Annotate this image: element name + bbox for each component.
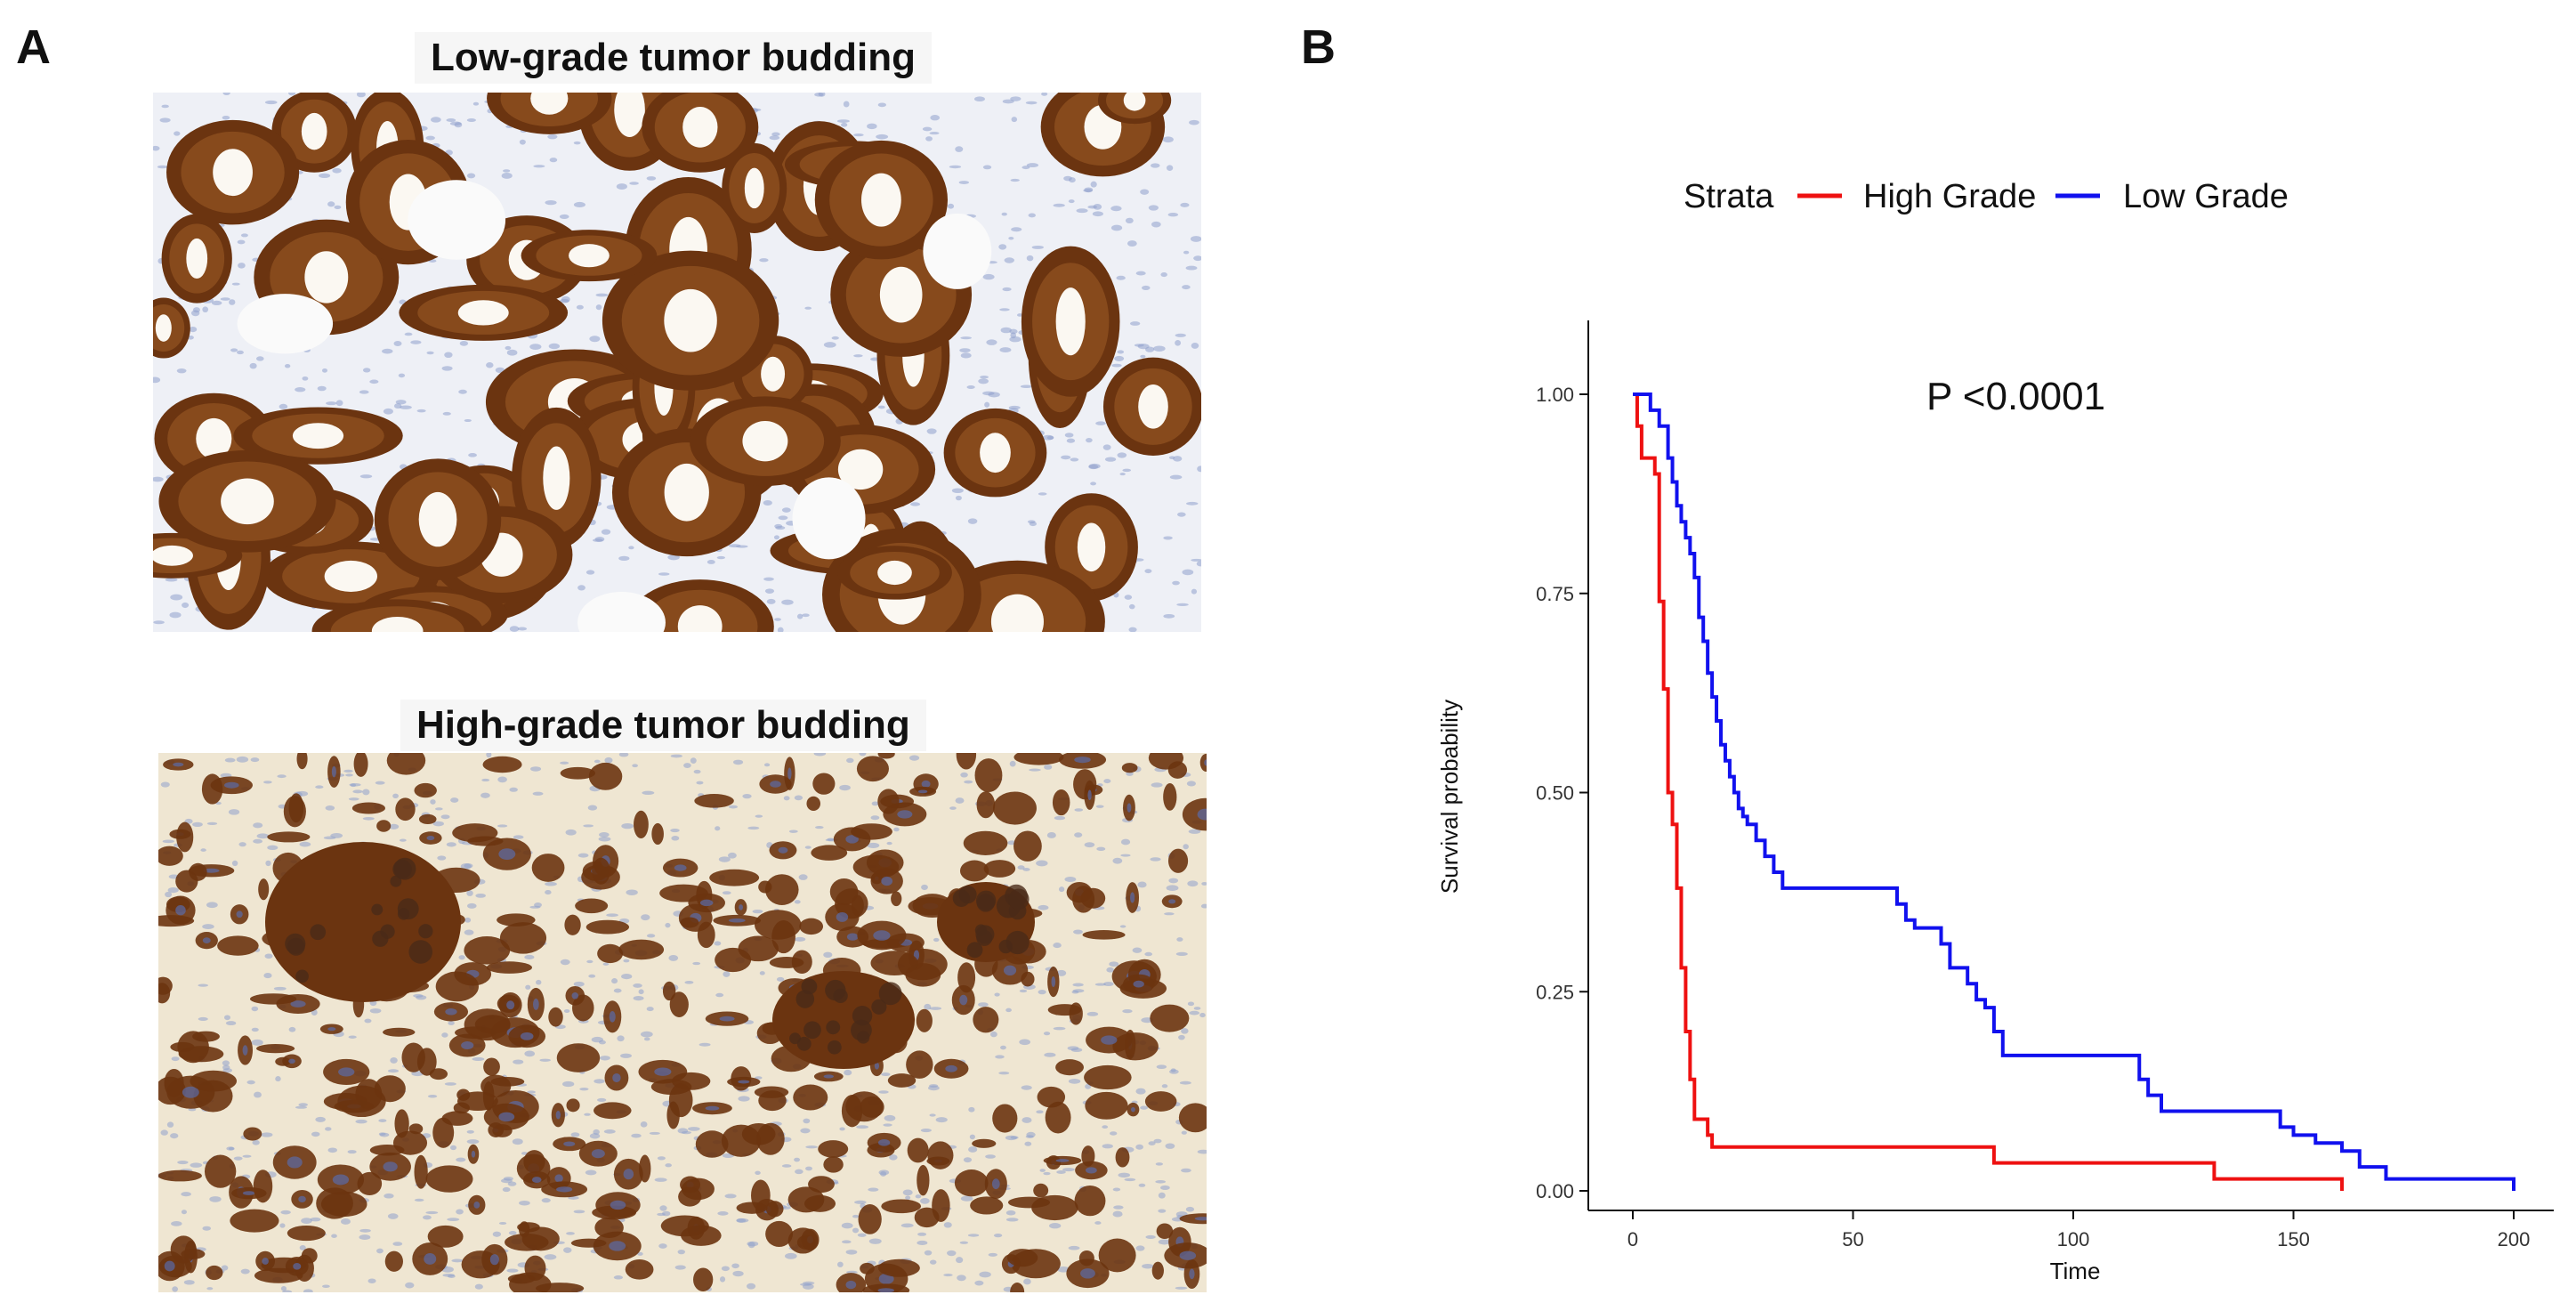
- low-grade-micrograph: [153, 93, 1201, 632]
- chart-ticks: 0 50 100 150 200 0.00 0.25 0.50 0.75 1.00: [1536, 384, 2530, 1250]
- y-tick-label: 1.00: [1536, 384, 1574, 406]
- legend-low-grade-label: Low Grade: [2123, 178, 2289, 215]
- x-axis-title: Time: [2050, 1258, 2101, 1282]
- y-tick-label: 0.00: [1536, 1180, 1574, 1202]
- high-grade-image-title: High-grade tumor budding: [400, 700, 926, 751]
- x-tick-label: 200: [2498, 1228, 2531, 1250]
- low-grade-survival-curve: [1633, 392, 2515, 1191]
- chart-axes: [1587, 320, 2554, 1211]
- legend-title: Strata: [1684, 178, 1774, 215]
- high-grade-micrograph: [158, 753, 1207, 1292]
- y-tick-label: 0.25: [1536, 981, 1574, 1003]
- survival-chart: Strata High Grade Low Grade P <0.0001 0 5…: [1436, 178, 2554, 1282]
- y-tick-label: 0.75: [1536, 583, 1574, 605]
- x-tick-label: 50: [1842, 1228, 1863, 1250]
- x-tick-label: 100: [2057, 1228, 2090, 1250]
- high-grade-survival-curve: [1633, 392, 2344, 1191]
- x-tick-label: 0: [1627, 1228, 1638, 1250]
- panel-a-label: A: [16, 20, 51, 74]
- x-tick-label: 150: [2277, 1228, 2310, 1250]
- chart-legend: Strata High Grade Low Grade: [1684, 178, 2289, 215]
- chart-series: [1633, 392, 2515, 1191]
- low-grade-image-title: Low-grade tumor budding: [415, 32, 933, 84]
- y-tick-label: 0.50: [1536, 782, 1574, 805]
- p-value-annotation: P <0.0001: [1926, 375, 2105, 418]
- panel-b-label: B: [1301, 20, 1336, 74]
- y-axis-title: Survival probability: [1436, 700, 1463, 894]
- legend-high-grade-label: High Grade: [1863, 178, 2036, 215]
